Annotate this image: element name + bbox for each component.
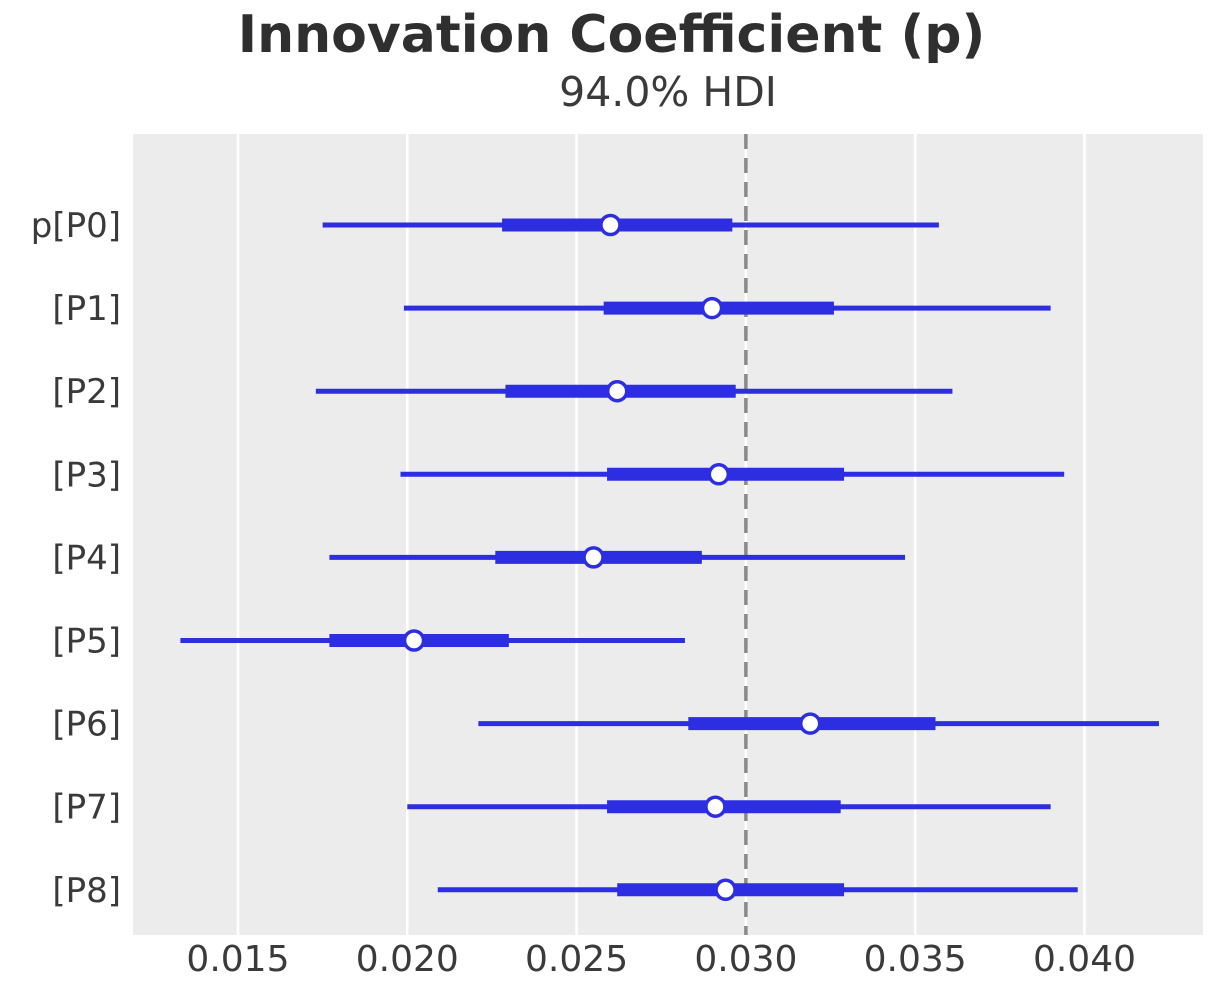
y-tick-label: p[P0] [31,206,121,246]
median-marker [798,712,822,735]
chart-subtitle-hdi: 94.0% HDI [559,68,777,116]
median-marker [707,463,731,486]
y-tick-label: [P8] [52,871,121,911]
x-tick-label: 0.035 [864,939,967,980]
y-tick-label: [P6] [52,705,121,745]
x-tick-label: 0.015 [186,939,289,980]
chart-title: Innovation Coefficient (p) [237,5,986,65]
y-tick-label: [P7] [52,788,121,828]
x-tick-label: 0.030 [694,939,797,980]
x-tick-label: 0.025 [525,939,628,980]
y-tick-label: [P1] [52,289,121,329]
y-tick-label: [P3] [52,455,121,495]
median-marker [582,546,605,569]
plot-background [133,134,1203,935]
x-tick-label: 0.020 [356,939,459,980]
y-tick-label: [P4] [52,538,121,578]
y-tick-label: [P2] [52,372,121,412]
median-marker [402,629,426,652]
y-tick-label: [P5] [52,622,121,662]
median-marker [714,878,737,902]
median-marker [599,213,622,237]
x-tick-label: 0.040 [1033,939,1136,980]
median-marker [700,296,724,320]
median-marker [704,795,727,818]
median-marker [605,379,629,403]
